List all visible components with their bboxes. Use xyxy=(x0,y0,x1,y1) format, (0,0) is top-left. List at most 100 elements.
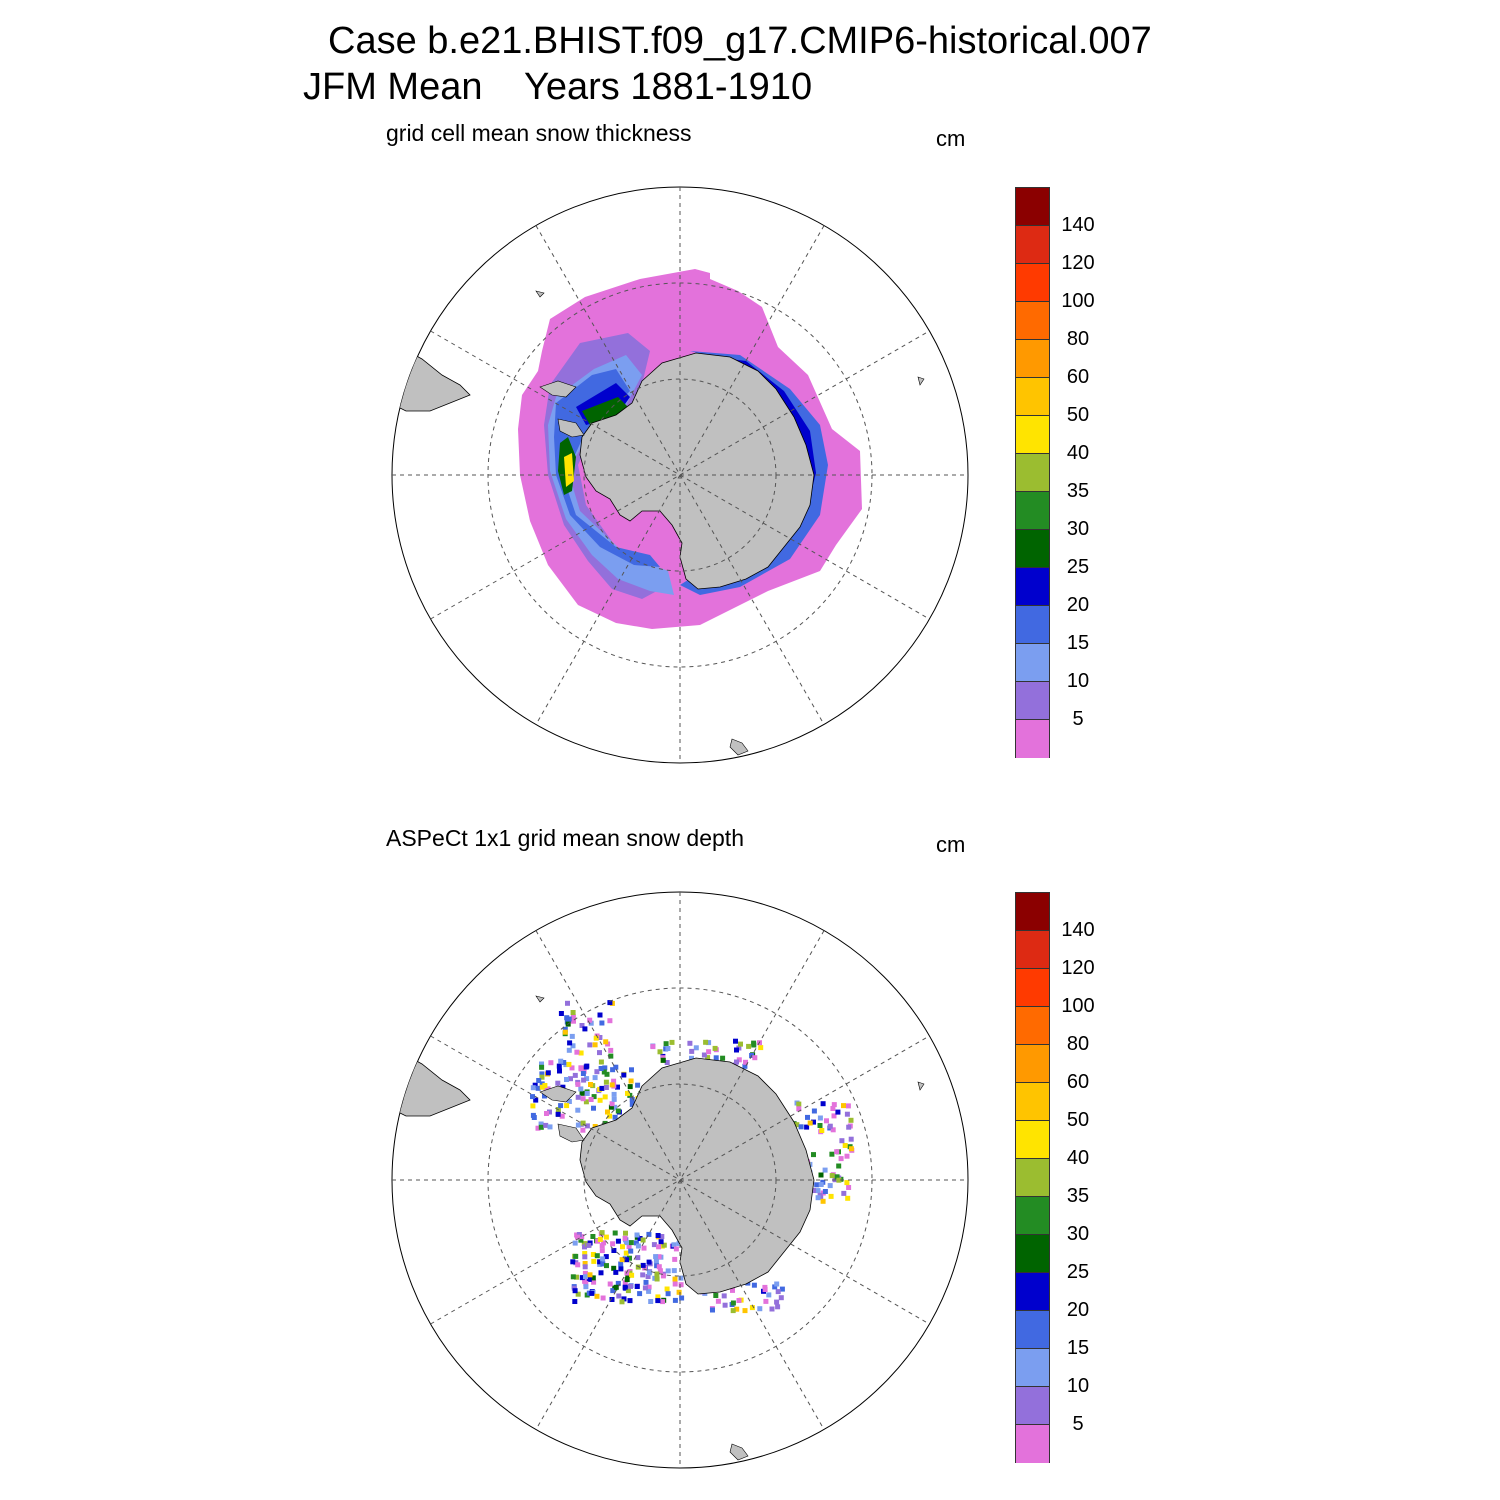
snow-observation-cell xyxy=(705,1055,711,1061)
snow-observation-cell xyxy=(775,1304,781,1310)
snow-observation-cell xyxy=(575,1094,581,1100)
snow-observation-cell xyxy=(580,1120,586,1126)
colorbar-box xyxy=(1016,1045,1049,1083)
snow-observation-cell xyxy=(591,1279,597,1285)
polar-graticule xyxy=(392,187,968,763)
snow-observation-cell xyxy=(581,1077,587,1083)
snow-observation-cell xyxy=(805,1114,810,1120)
snow-observation-cell xyxy=(734,1047,739,1053)
snow-observation-cell xyxy=(583,1280,589,1286)
snow-observation-cell xyxy=(566,1061,572,1067)
snow-observation-cell xyxy=(794,1122,800,1128)
snow-observation-cell xyxy=(642,1265,648,1271)
snow-observation-cell xyxy=(598,1066,604,1071)
snow-observation-cell xyxy=(653,1258,659,1264)
colorbar-tick-label: 35 xyxy=(1066,1185,1090,1207)
snow-observation-cell xyxy=(749,1305,755,1311)
snow-observation-cell xyxy=(643,1279,649,1285)
snow-observation-cell xyxy=(542,1093,547,1099)
snow-observation-cell xyxy=(590,1252,596,1257)
snow-observation-cell xyxy=(811,1188,816,1193)
snow-observation-cell xyxy=(586,1242,592,1248)
snow-observation-cell xyxy=(706,1040,712,1046)
antarctica-landmass xyxy=(539,352,815,590)
snow-observation-cell xyxy=(654,1263,660,1269)
snow-observation-cell xyxy=(621,1072,627,1078)
colorbar-box xyxy=(1016,1349,1049,1387)
snow-observation-cell xyxy=(772,1284,778,1290)
snow-observation-cell xyxy=(604,1071,610,1077)
snow-observation-cell xyxy=(582,1270,588,1276)
snow-observation-cell xyxy=(701,1052,707,1058)
snow-observation-cell xyxy=(566,1047,572,1053)
snow-observation-cell xyxy=(627,1255,632,1261)
snow-observation-cell xyxy=(582,1251,588,1256)
colorbar-box xyxy=(1016,378,1049,416)
colorbar-tick-label: 15 xyxy=(1066,1337,1090,1359)
snow-observation-cell xyxy=(818,1182,824,1187)
colorbar-tick-label: 80 xyxy=(1066,328,1090,350)
colorbar-box xyxy=(1016,682,1049,720)
snow-observation-cell xyxy=(575,1107,581,1113)
snow-observation-cell xyxy=(597,1261,603,1267)
snow-observation-cell xyxy=(654,1271,660,1277)
snow-observation-cell xyxy=(570,1259,576,1265)
snow-observation-cell xyxy=(572,1288,578,1294)
snow-observation-cell xyxy=(595,1238,601,1244)
snow-observation-cell xyxy=(611,1265,617,1271)
snow-observation-cell xyxy=(612,1230,618,1236)
snow-observation-cell xyxy=(710,1307,715,1313)
snow-observation-cell xyxy=(678,1282,684,1288)
antarctica-landmass xyxy=(539,1057,815,1295)
snow-observation-cell xyxy=(751,1042,757,1048)
snow-observation-cell xyxy=(818,1172,824,1178)
snow-observation-cell xyxy=(545,1070,551,1076)
snow-observation-cell xyxy=(601,1069,607,1075)
snow-observation-cell xyxy=(598,1059,604,1065)
colorbar-tick-label: 10 xyxy=(1066,1375,1090,1397)
snow-observation-cell xyxy=(613,1064,619,1070)
snow-observation-cell xyxy=(654,1276,660,1282)
snow-observation-cell xyxy=(530,1103,536,1109)
snow-observation-cell xyxy=(609,1082,615,1088)
colorbar-tick-label: 120 xyxy=(1061,957,1095,979)
snow-observation-cell xyxy=(536,1078,542,1083)
snow-observation-cell xyxy=(579,1023,585,1028)
colorbar-tick-label: 30 xyxy=(1066,1223,1090,1245)
snow-observation-cell xyxy=(629,1272,635,1278)
colorbar-box xyxy=(1016,1197,1049,1235)
snow-observation-cell xyxy=(624,1257,629,1263)
snow-observation-cell xyxy=(530,1085,536,1091)
colorbar-tick-label: 100 xyxy=(1061,995,1095,1017)
snow-observation-cell xyxy=(599,1020,605,1026)
snow-observation-cell xyxy=(539,1084,545,1090)
snow-observation-cell xyxy=(628,1078,634,1084)
snow-observation-cell xyxy=(830,1106,836,1111)
colorbar-box xyxy=(1016,893,1049,931)
snow-observation-cell xyxy=(619,1257,625,1263)
snow-observation-cell xyxy=(628,1283,633,1289)
snow-observation-cell xyxy=(566,1016,572,1022)
snow-observation-cell xyxy=(571,1018,576,1024)
snow-observation-cell xyxy=(720,1055,726,1061)
snow-observation-cell xyxy=(637,1236,643,1241)
snow-observation-cell xyxy=(627,1298,633,1304)
snow-observation-cell xyxy=(846,1124,852,1130)
snow-observation-cell xyxy=(571,1285,577,1291)
snow-observation-cell xyxy=(531,1115,537,1120)
snow-observation-cell xyxy=(533,1097,539,1103)
snow-observation-cell xyxy=(556,1063,562,1069)
snow-observation-cell xyxy=(778,1295,784,1301)
colorbar-box xyxy=(1016,644,1049,682)
snow-observation-cell xyxy=(583,1284,589,1290)
snow-observation-cell xyxy=(669,1039,675,1045)
snow-observation-cell xyxy=(578,1086,584,1092)
snow-observation-cell xyxy=(600,1261,606,1267)
snow-observation-cell xyxy=(574,1274,579,1280)
snow-observation-cell xyxy=(844,1180,850,1186)
snow-observation-cell xyxy=(734,1306,740,1312)
snow-observation-cell xyxy=(679,1295,685,1301)
snow-observation-cell xyxy=(655,1298,661,1304)
snow-observation-cell xyxy=(572,1072,578,1078)
snow-observation-cell xyxy=(610,1288,616,1294)
